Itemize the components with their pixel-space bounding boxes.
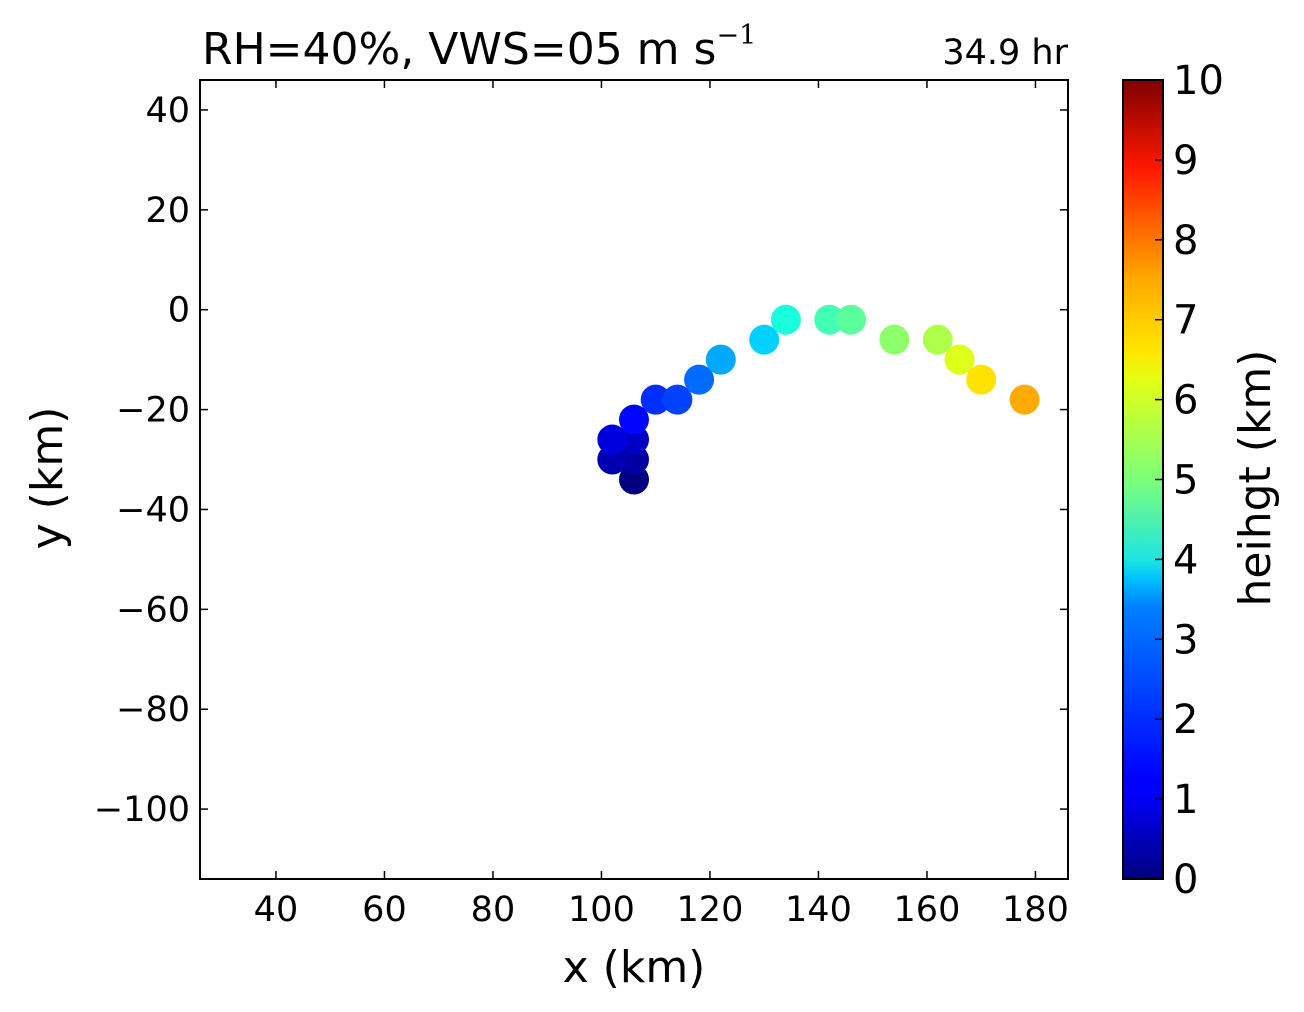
colorbar-tick-label: 9 — [1173, 138, 1198, 184]
chart-title-main: RH=40%, VWS=05 m s — [202, 24, 716, 75]
scatter-point — [749, 324, 780, 355]
colorbar-tick-label: 7 — [1173, 298, 1198, 344]
colorbar: 0 1 2 3 4 5 6 7 8 9 10 heihgt (km) — [1122, 58, 1281, 903]
x-tick-label: 100 — [568, 890, 635, 930]
colorbar-ticks: 0 1 2 3 4 5 6 7 8 9 10 — [1155, 58, 1224, 903]
time-label: 34.9 hr — [942, 33, 1068, 73]
x-tick-label: 160 — [894, 890, 961, 930]
x-tick-label: 80 — [471, 890, 516, 930]
scatter-point — [597, 424, 628, 455]
scatter-point — [944, 344, 975, 375]
colorbar-tick-label: 5 — [1173, 458, 1198, 504]
scatter-point — [640, 384, 671, 415]
chart-title-superscript: −1 — [716, 20, 756, 51]
y-axis-title: y (km) — [22, 407, 73, 550]
colorbar-tick-label: 1 — [1173, 777, 1198, 823]
colorbar-title: heihgt (km) — [1230, 350, 1281, 607]
colorbar-tick-label: 6 — [1173, 378, 1198, 424]
x-tick-label: 140 — [785, 890, 852, 930]
scatter-point — [922, 324, 953, 355]
colorbar-tick-label: 2 — [1173, 697, 1198, 743]
scatter-point — [879, 324, 910, 355]
y-tick-label: 40 — [145, 91, 190, 131]
colorbar-tick-label: 0 — [1173, 857, 1198, 903]
scatter-point — [619, 404, 649, 435]
y-tick-label: −20 — [116, 391, 190, 431]
colorbar-tick-label: 3 — [1173, 617, 1198, 663]
scatter-point — [966, 364, 997, 395]
colorbar-tick-label: 10 — [1173, 58, 1224, 104]
x-tick-label: 180 — [1002, 890, 1069, 930]
y-tick-label: 20 — [145, 191, 190, 231]
scatter-point — [1009, 384, 1040, 415]
x-axis-title: x (km) — [563, 942, 706, 993]
scatter-points — [597, 304, 1040, 495]
y-tick-label: 0 — [168, 291, 190, 331]
x-tick-label: 40 — [254, 890, 299, 930]
y-tick-label: −80 — [116, 690, 190, 730]
x-tick-label: 120 — [677, 890, 744, 930]
chart-title: RH=40%, VWS=05 m s−1 — [202, 20, 756, 75]
y-tick-label: −100 — [94, 790, 190, 830]
y-tick-label: −60 — [116, 590, 190, 630]
x-tick-label: 60 — [362, 890, 407, 930]
scatter-point — [836, 304, 866, 335]
scatter-point — [705, 344, 736, 375]
scatter-point — [814, 304, 845, 335]
scatter-point — [662, 384, 693, 415]
scatter-point — [684, 364, 715, 395]
scatter-point — [770, 304, 801, 335]
colorbar-tick-label: 8 — [1173, 218, 1198, 264]
y-tick-label: −40 — [116, 490, 190, 530]
axis-ticks: 40 60 80 100 120 140 160 180 40 20 0 −20 −40 −60 −80 −1… — [94, 80, 1069, 930]
colorbar-tick-label: 4 — [1173, 537, 1198, 583]
